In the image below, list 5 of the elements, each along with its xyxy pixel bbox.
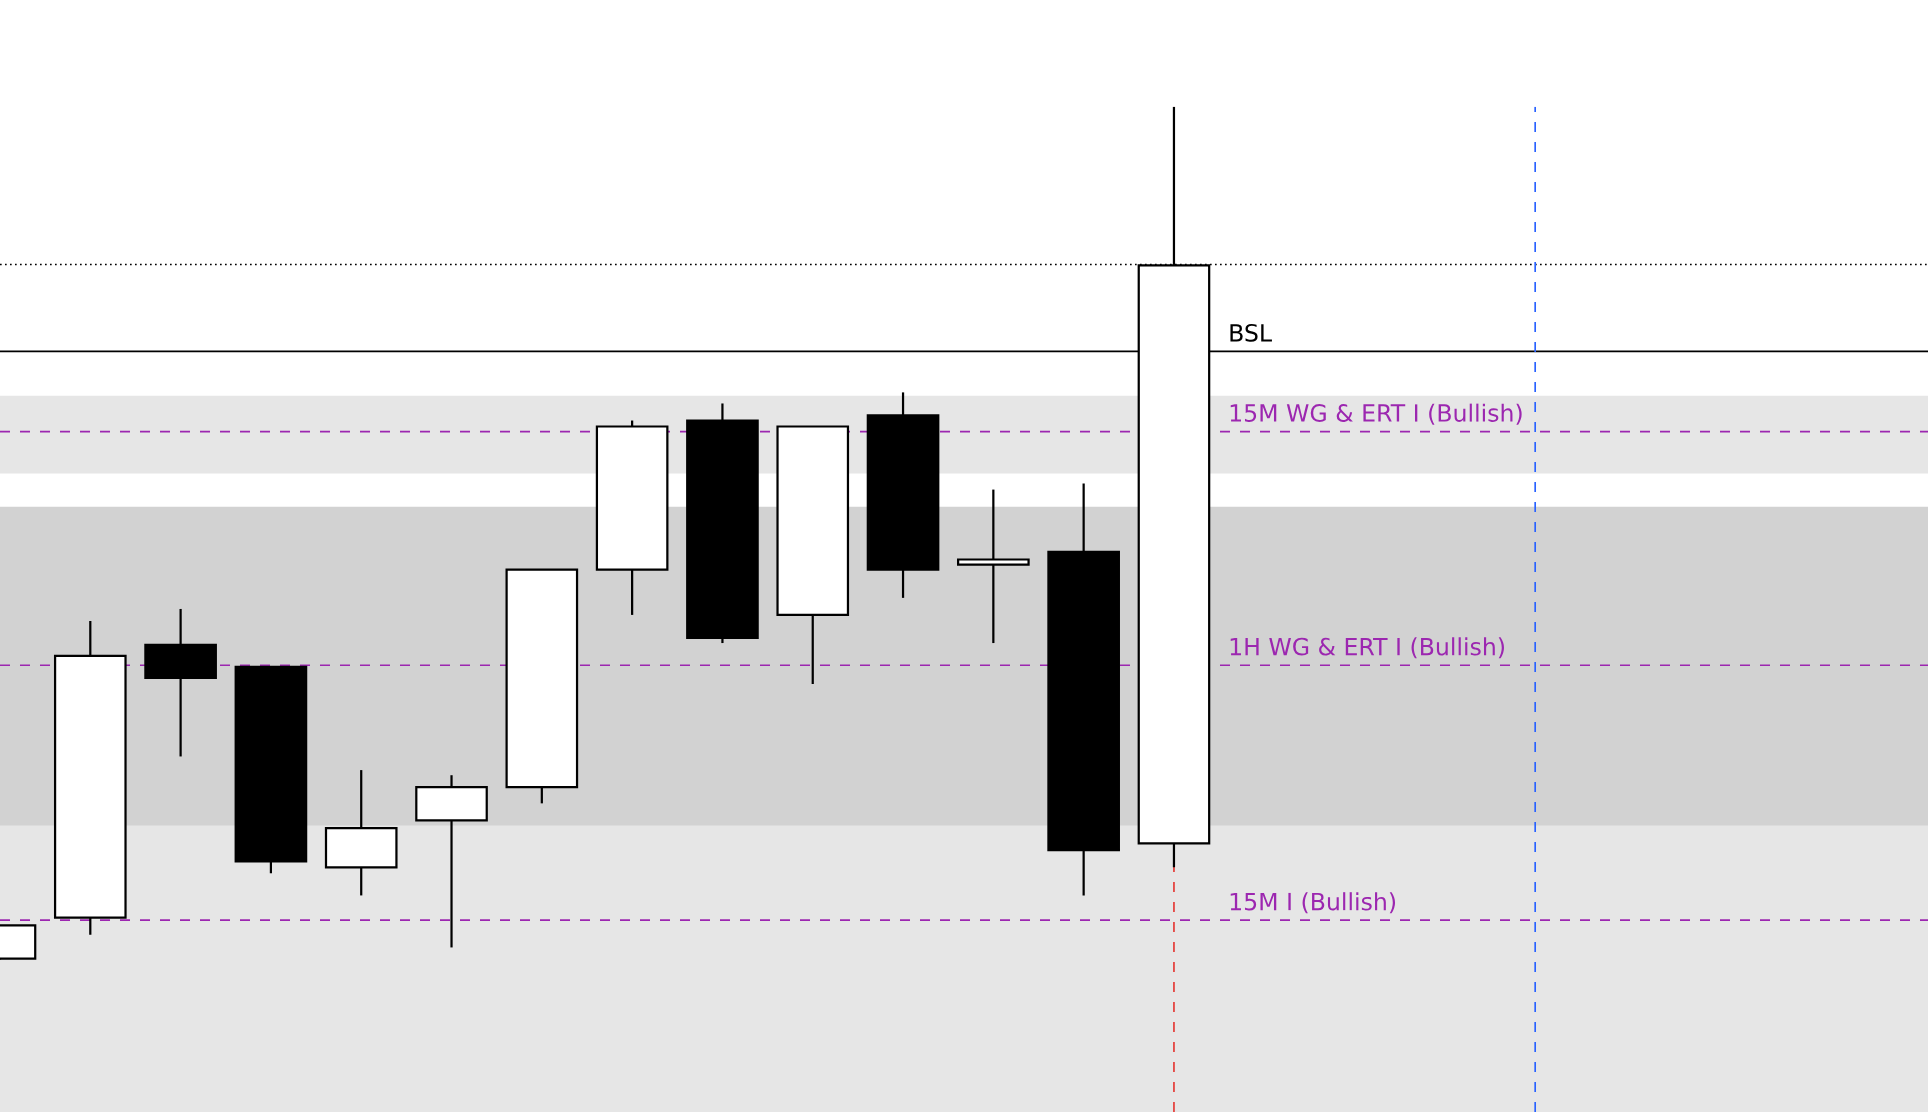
ref-line-label: 15M WG & ERT I (Bullish) <box>1230 403 1522 425</box>
ref-line-label: 15M I (Bullish) <box>1230 892 1396 914</box>
ref-line-label: 1H WG & ERT I (Bullish) <box>1230 637 1504 659</box>
ref-line-label: BSL <box>1230 323 1272 342</box>
candlestick <box>957 488 1030 645</box>
